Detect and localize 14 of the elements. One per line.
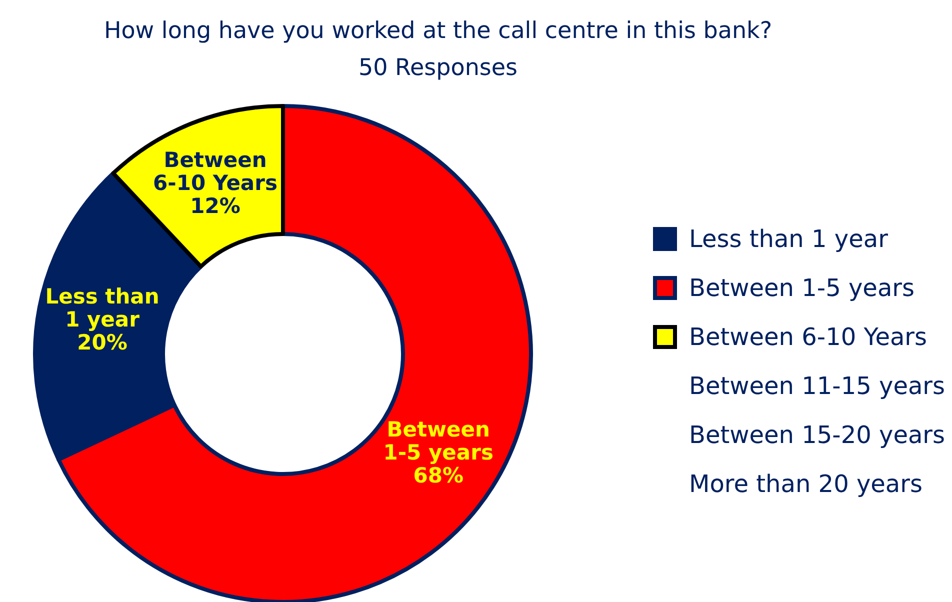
chart-subtitle: 50 Responses	[358, 55, 518, 81]
category-label: More than 20 years	[689, 470, 923, 498]
slice-label: Less than 1 year	[45, 284, 160, 332]
legend-label: Between 1-5 years	[689, 274, 915, 302]
slice-label: Between 1-5 years	[383, 417, 494, 465]
legend-label: Between 6-10 Years	[689, 323, 928, 351]
data-label: 12%	[190, 194, 240, 218]
category-label: Between 15-20 years	[689, 421, 946, 449]
category-label: Between 11-15 years	[689, 372, 946, 400]
legend-label: Less than 1 year	[689, 225, 888, 253]
data-label: 68%	[413, 464, 464, 488]
slice-label: Between 6-10 Years	[153, 148, 278, 195]
data-label: 20%	[77, 330, 128, 355]
chart-title: How long have you worked at the call centre in this bank?	[104, 18, 772, 44]
